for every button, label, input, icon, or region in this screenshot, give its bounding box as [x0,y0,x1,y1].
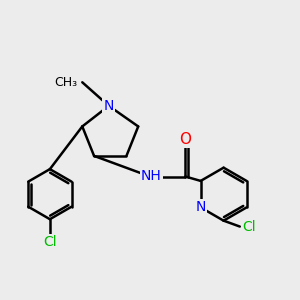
Text: O: O [179,132,191,147]
Text: N: N [103,99,114,113]
Text: NH: NH [141,169,162,184]
Text: Cl: Cl [242,220,256,234]
Text: Cl: Cl [43,235,57,249]
Text: CH₃: CH₃ [55,76,78,89]
Text: N: N [196,200,206,214]
